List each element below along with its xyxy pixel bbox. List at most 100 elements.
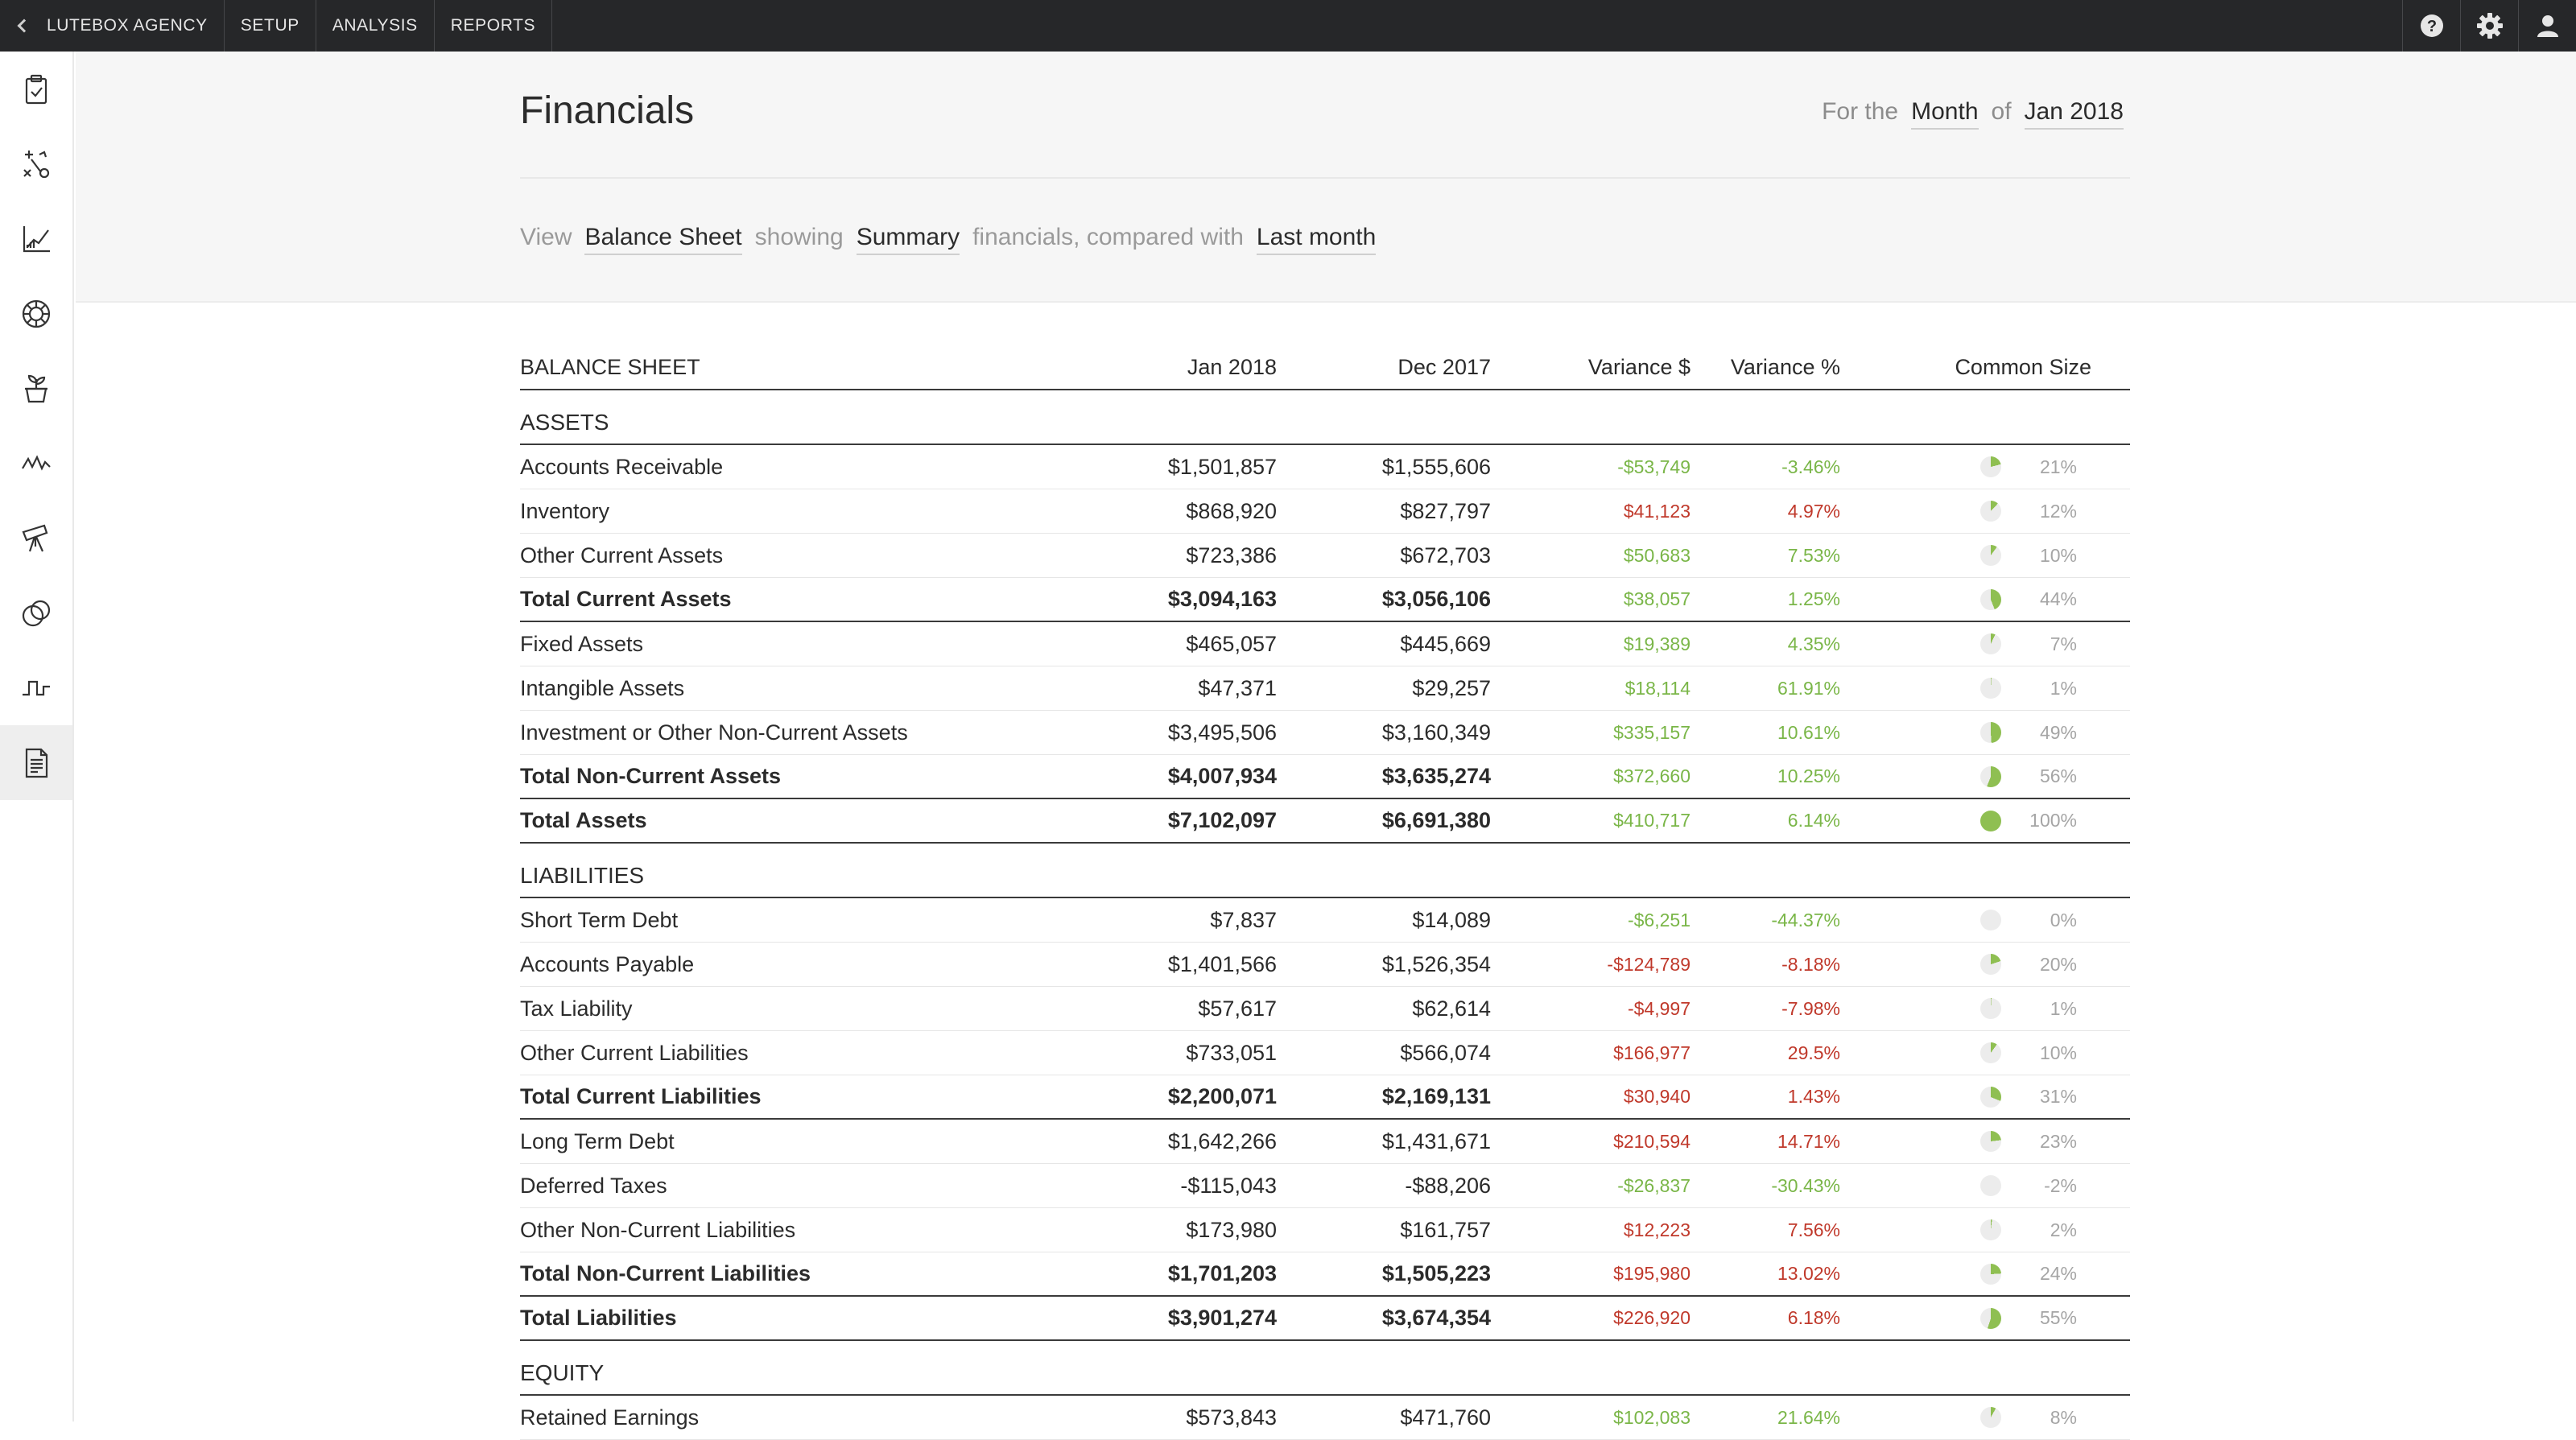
row-label: Total Non-Current Liabilities	[520, 1261, 811, 1285]
pie-chart-icon	[1980, 954, 2001, 975]
variance-amount: $18,114	[1624, 677, 1690, 699]
common-size-percent: 55%	[2039, 1307, 2077, 1328]
variance-percent: 7.56%	[1787, 1219, 1840, 1240]
sidebar-item-trends[interactable]	[0, 201, 72, 276]
previous-value: $29,257	[1412, 675, 1491, 700]
table-row[interactable]: Fixed Assets $465,057 $445,669 $19,389 4.35%…	[520, 622, 2130, 666]
sidebar-item-dashboard[interactable]	[0, 276, 72, 351]
previous-value: $1,431,671	[1381, 1128, 1491, 1153]
back-to-agency-link[interactable]: LUTEBOX AGENCY	[0, 0, 225, 52]
current-value: $465,057	[1186, 631, 1277, 656]
sidebar-item-growth[interactable]	[0, 351, 72, 426]
previous-value: $3,160,349	[1381, 720, 1491, 745]
current-value: -$115,043	[1180, 1173, 1277, 1198]
pie-chart-icon	[1980, 633, 2001, 654]
row-label: Investment or Other Non-Current Assets	[520, 720, 908, 745]
period-unit-dropdown[interactable]: Month	[1911, 98, 1979, 130]
variance-amount: -$6,251	[1627, 909, 1690, 930]
table-row[interactable]: Other Non-Current Liabilities $173,980 $16…	[520, 1208, 2130, 1252]
total-row[interactable]: Total Current Liabilities $2,200,071 $2,16…	[520, 1075, 2130, 1120]
common-size-pie	[1980, 755, 2001, 798]
common-size-percent: 56%	[2039, 765, 2077, 786]
comparison-dropdown[interactable]: Last month	[1256, 224, 1377, 255]
variance-amount: $102,083	[1613, 1406, 1690, 1428]
sidebar-item-tasks[interactable]	[0, 52, 72, 126]
variance-amount: -$26,837	[1617, 1174, 1690, 1196]
common-size-pie	[1980, 534, 2001, 577]
chevron-left-icon	[17, 19, 31, 33]
common-size-pie	[1980, 578, 2001, 621]
profile-button[interactable]	[2518, 0, 2576, 52]
total-row[interactable]: Total Non-Current Liabilities $1,701,203 $…	[520, 1252, 2130, 1297]
view-options: View Balance Sheet showing Summary finan…	[520, 224, 1377, 255]
row-label: Short Term Debt	[520, 907, 679, 932]
table-row[interactable]: Tax Liability $57,617 $62,614 -$4,997 -7.98%…	[520, 987, 2130, 1031]
table-row[interactable]: Short Term Debt $7,837 $14,089 -$6,251 -44.3…	[520, 898, 2130, 943]
report-type-dropdown[interactable]: Balance Sheet	[584, 224, 742, 255]
current-value: $173,980	[1186, 1217, 1277, 1242]
nav-analysis[interactable]: ANALYSIS	[316, 0, 435, 52]
nav-setup[interactable]: SETUP	[225, 0, 316, 52]
table-row[interactable]: Retained Earnings $573,843 $471,760 $102,08…	[520, 1396, 2130, 1440]
table-row[interactable]: Accounts Receivable $1,501,857 $1,555,606 -…	[520, 445, 2130, 489]
row-label: Total Current Liabilities	[520, 1084, 762, 1108]
variance-percent: 10.25%	[1777, 765, 1840, 786]
variance-amount: $226,920	[1613, 1307, 1690, 1328]
previous-value: $566,074	[1400, 1040, 1491, 1065]
settings-button[interactable]	[2460, 0, 2518, 52]
previous-value: $827,797	[1400, 498, 1491, 523]
previous-value: $161,757	[1400, 1217, 1491, 1242]
common-size-pie	[1980, 943, 2001, 986]
common-size-percent: 23%	[2039, 1130, 2077, 1152]
common-size-percent: 44%	[2039, 588, 2077, 609]
sidebar-item-reports[interactable]	[0, 725, 72, 800]
detail-level-dropdown[interactable]: Summary	[856, 224, 960, 255]
variance-percent: -3.46%	[1781, 456, 1840, 477]
pie-chart-icon	[1980, 1131, 2001, 1152]
sidebar-item-pulse[interactable]	[0, 426, 72, 501]
pie-chart-icon	[1980, 722, 2001, 743]
total-row[interactable]: Total Current Assets $3,094,163 $3,056,106…	[520, 578, 2130, 622]
table-row[interactable]: Long Term Debt $1,642,266 $1,431,671 $210,5…	[520, 1120, 2130, 1164]
total-row[interactable]: Total Liabilities $3,901,274 $3,674,354 $22…	[520, 1297, 2130, 1341]
current-value: $1,701,203	[1167, 1261, 1277, 1285]
table-row[interactable]: Inventory $868,920 $827,797 $41,123 4.97% 12%	[520, 489, 2130, 534]
row-label: Tax Liability	[520, 996, 633, 1021]
previous-value: $672,703	[1400, 543, 1491, 567]
common-size-pie	[1980, 1031, 2001, 1075]
help-button[interactable]: ?	[2402, 0, 2460, 52]
common-size-pie	[1980, 622, 2001, 666]
common-size-percent: 24%	[2039, 1263, 2077, 1284]
table-header-row: BALANCE SHEET Jan 2018 Dec 2017 Variance…	[520, 346, 2130, 390]
table-row[interactable]: Investment or Other Non-Current Assets $3…	[520, 711, 2130, 755]
current-value: $3,094,163	[1167, 587, 1277, 611]
sidebar-item-scenarios[interactable]	[0, 576, 72, 650]
total-row[interactable]: Total Assets $7,102,097 $6,691,380 $410,717…	[520, 799, 2130, 844]
table-row[interactable]: Deferred Taxes -$115,043 -$88,206 -$26,837 -…	[520, 1164, 2130, 1208]
row-label: Total Assets	[520, 808, 647, 832]
sidebar-item-strategy[interactable]	[0, 126, 72, 201]
user-icon	[2537, 15, 2558, 37]
period-value-dropdown[interactable]: Jan 2018	[2024, 98, 2124, 130]
table-row[interactable]: Other Current Assets $723,386 $672,703 $50,…	[520, 534, 2130, 578]
row-label: Retained Earnings	[520, 1405, 700, 1430]
total-row[interactable]: Total Non-Current Assets $4,007,934 $3,635…	[520, 755, 2130, 799]
current-value: $7,102,097	[1167, 808, 1277, 832]
previous-value: $3,674,354	[1381, 1306, 1491, 1330]
view-prefix: View	[520, 224, 572, 250]
variance-amount: $195,980	[1613, 1263, 1690, 1284]
current-value: $57,617	[1198, 996, 1277, 1021]
variance-percent: 1.43%	[1787, 1086, 1840, 1107]
variance-percent: 4.97%	[1787, 500, 1840, 522]
common-size-percent: 10%	[2039, 544, 2077, 566]
table-row[interactable]: Other Current Liabilities $733,051 $566,07…	[520, 1031, 2130, 1075]
current-value: $573,843	[1186, 1405, 1277, 1430]
sidebar-item-cashflow[interactable]	[0, 650, 72, 725]
pie-chart-icon	[1980, 545, 2001, 566]
variance-percent: 6.18%	[1787, 1307, 1840, 1328]
table-row[interactable]: Accounts Payable $1,401,566 $1,526,354 -$12…	[520, 943, 2130, 987]
sidebar-item-forecast[interactable]	[0, 501, 72, 576]
table-row[interactable]: Intangible Assets $47,371 $29,257 $18,114 61…	[520, 666, 2130, 711]
variance-amount: $335,157	[1613, 721, 1690, 743]
nav-reports[interactable]: REPORTS	[435, 0, 553, 52]
